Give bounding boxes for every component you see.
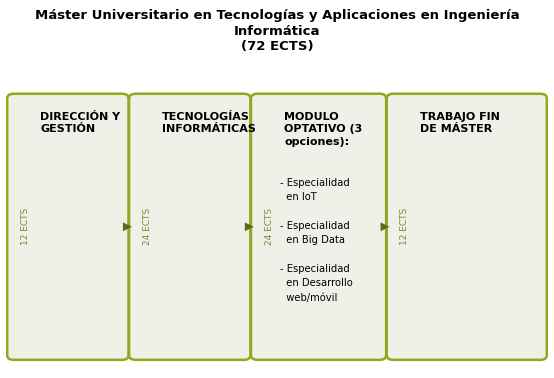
Text: 12 ECTS: 12 ECTS: [21, 208, 30, 245]
Text: MODULO
OPTATIVO (3
opciones):: MODULO OPTATIVO (3 opciones):: [284, 112, 362, 147]
FancyBboxPatch shape: [129, 94, 250, 360]
Text: TECNOLOGÍAS
INFORMÁTICAS: TECNOLOGÍAS INFORMÁTICAS: [162, 112, 256, 134]
Text: DIRECCIÓN Y
GESTIÓN: DIRECCIÓN Y GESTIÓN: [40, 112, 121, 134]
FancyBboxPatch shape: [251, 94, 386, 360]
Text: 24 ECTS: 24 ECTS: [143, 208, 152, 245]
Text: 24 ECTS: 24 ECTS: [265, 208, 274, 245]
Text: - Especialidad
  en IoT

- Especialidad
  en Big Data

- Especialidad
  en Desar: - Especialidad en IoT - Especialidad en …: [280, 178, 352, 303]
FancyBboxPatch shape: [387, 94, 547, 360]
Text: (72 ECTS): (72 ECTS): [240, 40, 314, 53]
Text: Informática: Informática: [234, 25, 320, 37]
Text: Máster Universitario en Tecnologías y Aplicaciones en Ingeniería: Máster Universitario en Tecnologías y Ap…: [35, 9, 519, 22]
Text: 12 ECTS: 12 ECTS: [401, 208, 409, 245]
Text: TRABAJO FIN
DE MÁSTER: TRABAJO FIN DE MÁSTER: [420, 112, 500, 134]
FancyBboxPatch shape: [7, 94, 129, 360]
